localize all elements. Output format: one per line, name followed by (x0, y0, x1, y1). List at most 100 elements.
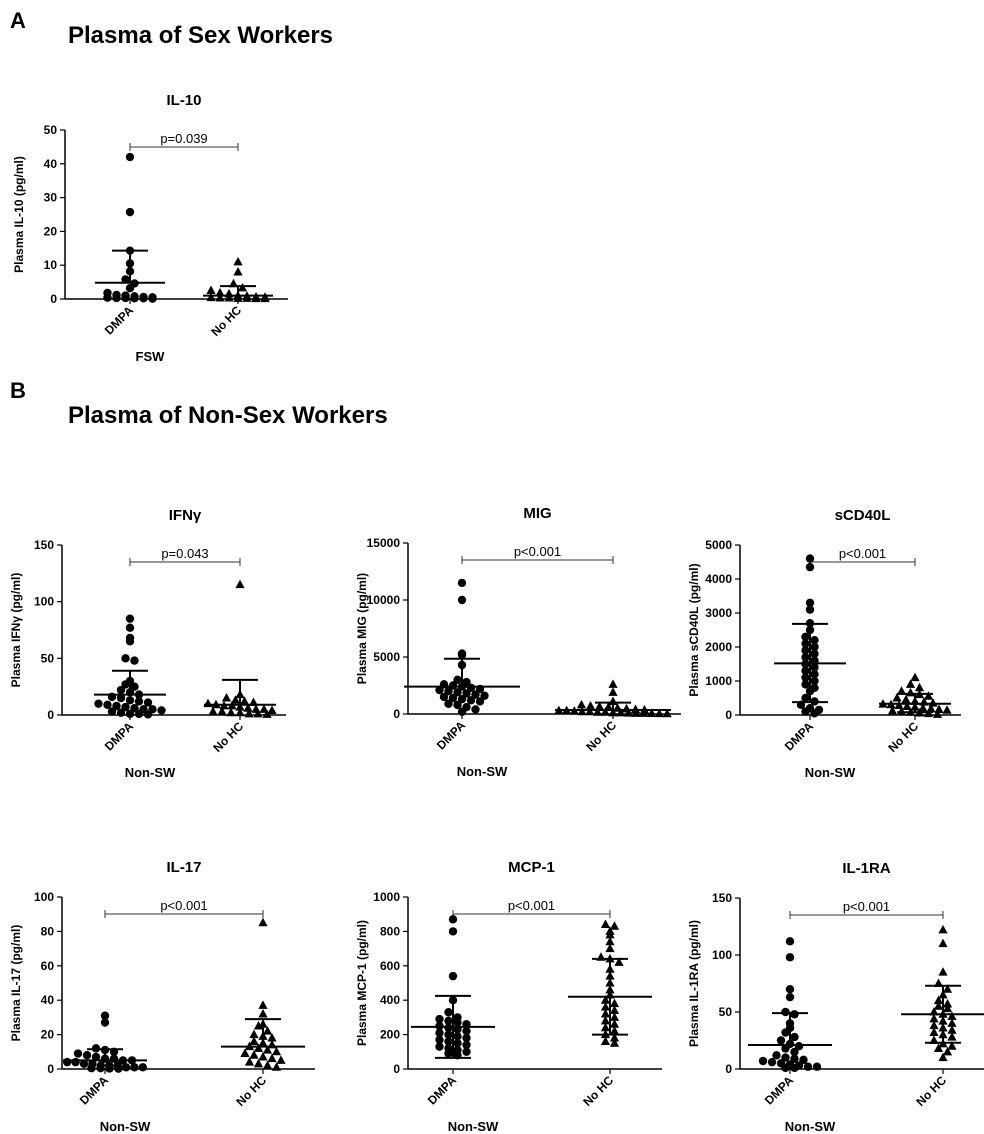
data-point-dmpa (475, 697, 485, 706)
data-point-no-hc (938, 1052, 948, 1062)
pvalue-label: p=0.043 (161, 546, 208, 561)
data-point-dmpa (810, 663, 819, 672)
data-point-dmpa (453, 700, 462, 710)
y-axis-label: Plasma IL-17 (pg/ml) (9, 925, 23, 1042)
data-point-no-hc (905, 679, 916, 688)
data-point-dmpa (810, 636, 819, 645)
data-point-no-hc (910, 672, 920, 682)
data-point-no-hc (226, 707, 236, 717)
data-point-no-hc (249, 1036, 259, 1045)
data-point-dmpa (453, 688, 462, 697)
data-point-dmpa (73, 1049, 83, 1058)
data-point-no-hc (901, 694, 911, 704)
data-point-no-hc (253, 1021, 264, 1030)
data-point-no-hc (608, 687, 618, 696)
data-point-no-hc (230, 695, 241, 704)
data-point-no-hc (208, 706, 218, 716)
data-point-no-hc (938, 967, 948, 976)
data-point-no-hc (933, 995, 944, 1005)
data-point-dmpa (444, 699, 453, 708)
data-point-no-hc (942, 705, 952, 714)
data-point-dmpa (805, 562, 815, 572)
y-axis-label: Plasma sCD40L (pg/ml) (687, 563, 701, 696)
data-point-dmpa (125, 283, 135, 293)
data-point-no-hc (233, 256, 243, 266)
data-point-no-hc (609, 921, 620, 930)
data-point-no-hc (592, 707, 603, 716)
data-point-dmpa (130, 656, 139, 665)
data-point-no-hc (616, 707, 626, 717)
data-point-dmpa (87, 1063, 96, 1073)
data-point-dmpa (790, 1032, 799, 1042)
x-tick-label: DMPA (102, 303, 136, 337)
y-tick-label: 3000 (705, 606, 732, 620)
data-point-no-hc (600, 707, 610, 716)
data-point-dmpa (790, 1063, 799, 1073)
data-point-dmpa (810, 676, 819, 686)
data-point-no-hc (249, 1050, 259, 1059)
chart-title: IL-10 (166, 92, 201, 109)
data-point-no-hc (221, 693, 232, 702)
data-point-dmpa (444, 1037, 453, 1046)
data-point-dmpa (471, 705, 480, 714)
data-point-dmpa (444, 1008, 453, 1017)
data-point-dmpa (130, 294, 139, 303)
data-point-dmpa (125, 152, 135, 162)
data-point-dmpa (803, 1062, 813, 1071)
chart-title: IFNγ (169, 507, 202, 524)
data-point-dmpa (121, 654, 130, 663)
x-tick-label: No HC (583, 718, 619, 754)
data-point-no-hc (259, 704, 269, 713)
data-point-dmpa (112, 293, 121, 303)
pvalue-label: p<0.001 (514, 544, 561, 559)
y-tick-label: 0 (50, 292, 57, 306)
panel-a-letter: A (10, 8, 26, 33)
data-point-no-hc (947, 1018, 957, 1027)
data-point-no-hc (239, 696, 250, 705)
data-point-dmpa (100, 1018, 110, 1027)
data-point-dmpa (801, 666, 810, 675)
data-point-no-hc (249, 1029, 259, 1039)
data-point-no-hc (605, 943, 615, 953)
data-point-no-hc (244, 1057, 255, 1066)
data-point-dmpa (767, 1057, 777, 1067)
y-tick-label: 1000 (705, 674, 732, 688)
data-point-dmpa (105, 1064, 114, 1073)
x-tick-label: No HC (208, 303, 244, 339)
data-point-dmpa (100, 1011, 110, 1020)
y-tick-label: 0 (725, 708, 732, 722)
x-tick-label: DMPA (425, 1073, 459, 1107)
chart-title: sCD40L (835, 507, 891, 524)
data-point-dmpa (462, 1040, 471, 1050)
panel-b-title: Plasma of Non-Sex Workers (68, 402, 388, 429)
data-point-no-hc (243, 703, 253, 712)
data-point-dmpa (480, 691, 489, 700)
y-axis-label: Plasma MIG (pg/ml) (355, 573, 369, 684)
data-point-dmpa (435, 1028, 444, 1038)
data-point-dmpa (805, 598, 815, 607)
data-point-no-hc (206, 285, 216, 295)
data-point-dmpa (781, 1028, 790, 1037)
data-point-no-hc (235, 579, 245, 589)
y-tick-label: 15000 (367, 536, 401, 550)
y-axis-label: Plasma IFNγ (pg/ml) (9, 573, 23, 688)
x-axis-label: Non-SW (785, 1119, 836, 1134)
y-tick-label: 10000 (367, 593, 401, 607)
x-axis-label: Non-SW (125, 765, 176, 780)
data-point-dmpa (121, 293, 130, 303)
chart-title: IL-17 (166, 859, 201, 876)
data-point-no-hc (258, 1000, 268, 1009)
data-point-no-hc (605, 929, 615, 939)
data-point-dmpa (116, 708, 126, 717)
data-point-dmpa (776, 1036, 786, 1045)
y-axis-label: Plasma IL-1RA (pg/ml) (687, 920, 701, 1047)
data-point-no-hc (609, 1038, 620, 1047)
chart-mcp1: MCP-1 0 200 400 600 800 1000 Plasma MCP-1 (pg/m… (355, 859, 662, 1134)
data-point-dmpa (82, 1051, 92, 1060)
data-point-no-hc (217, 706, 227, 716)
y-tick-label: 150 (34, 538, 54, 552)
data-point-dmpa (801, 646, 810, 655)
x-tick-label: DMPA (102, 719, 136, 753)
data-point-no-hc (942, 1046, 953, 1056)
